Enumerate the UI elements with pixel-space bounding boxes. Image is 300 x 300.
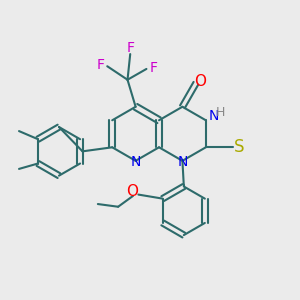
- Text: N: N: [130, 155, 141, 169]
- Text: N: N: [177, 155, 188, 169]
- Text: S: S: [234, 138, 245, 156]
- Text: F: F: [126, 41, 134, 55]
- Text: O: O: [194, 74, 206, 89]
- Text: H: H: [216, 106, 225, 119]
- Text: O: O: [126, 184, 138, 200]
- Text: F: F: [149, 61, 157, 75]
- Text: N: N: [208, 109, 219, 123]
- Text: F: F: [97, 58, 104, 72]
